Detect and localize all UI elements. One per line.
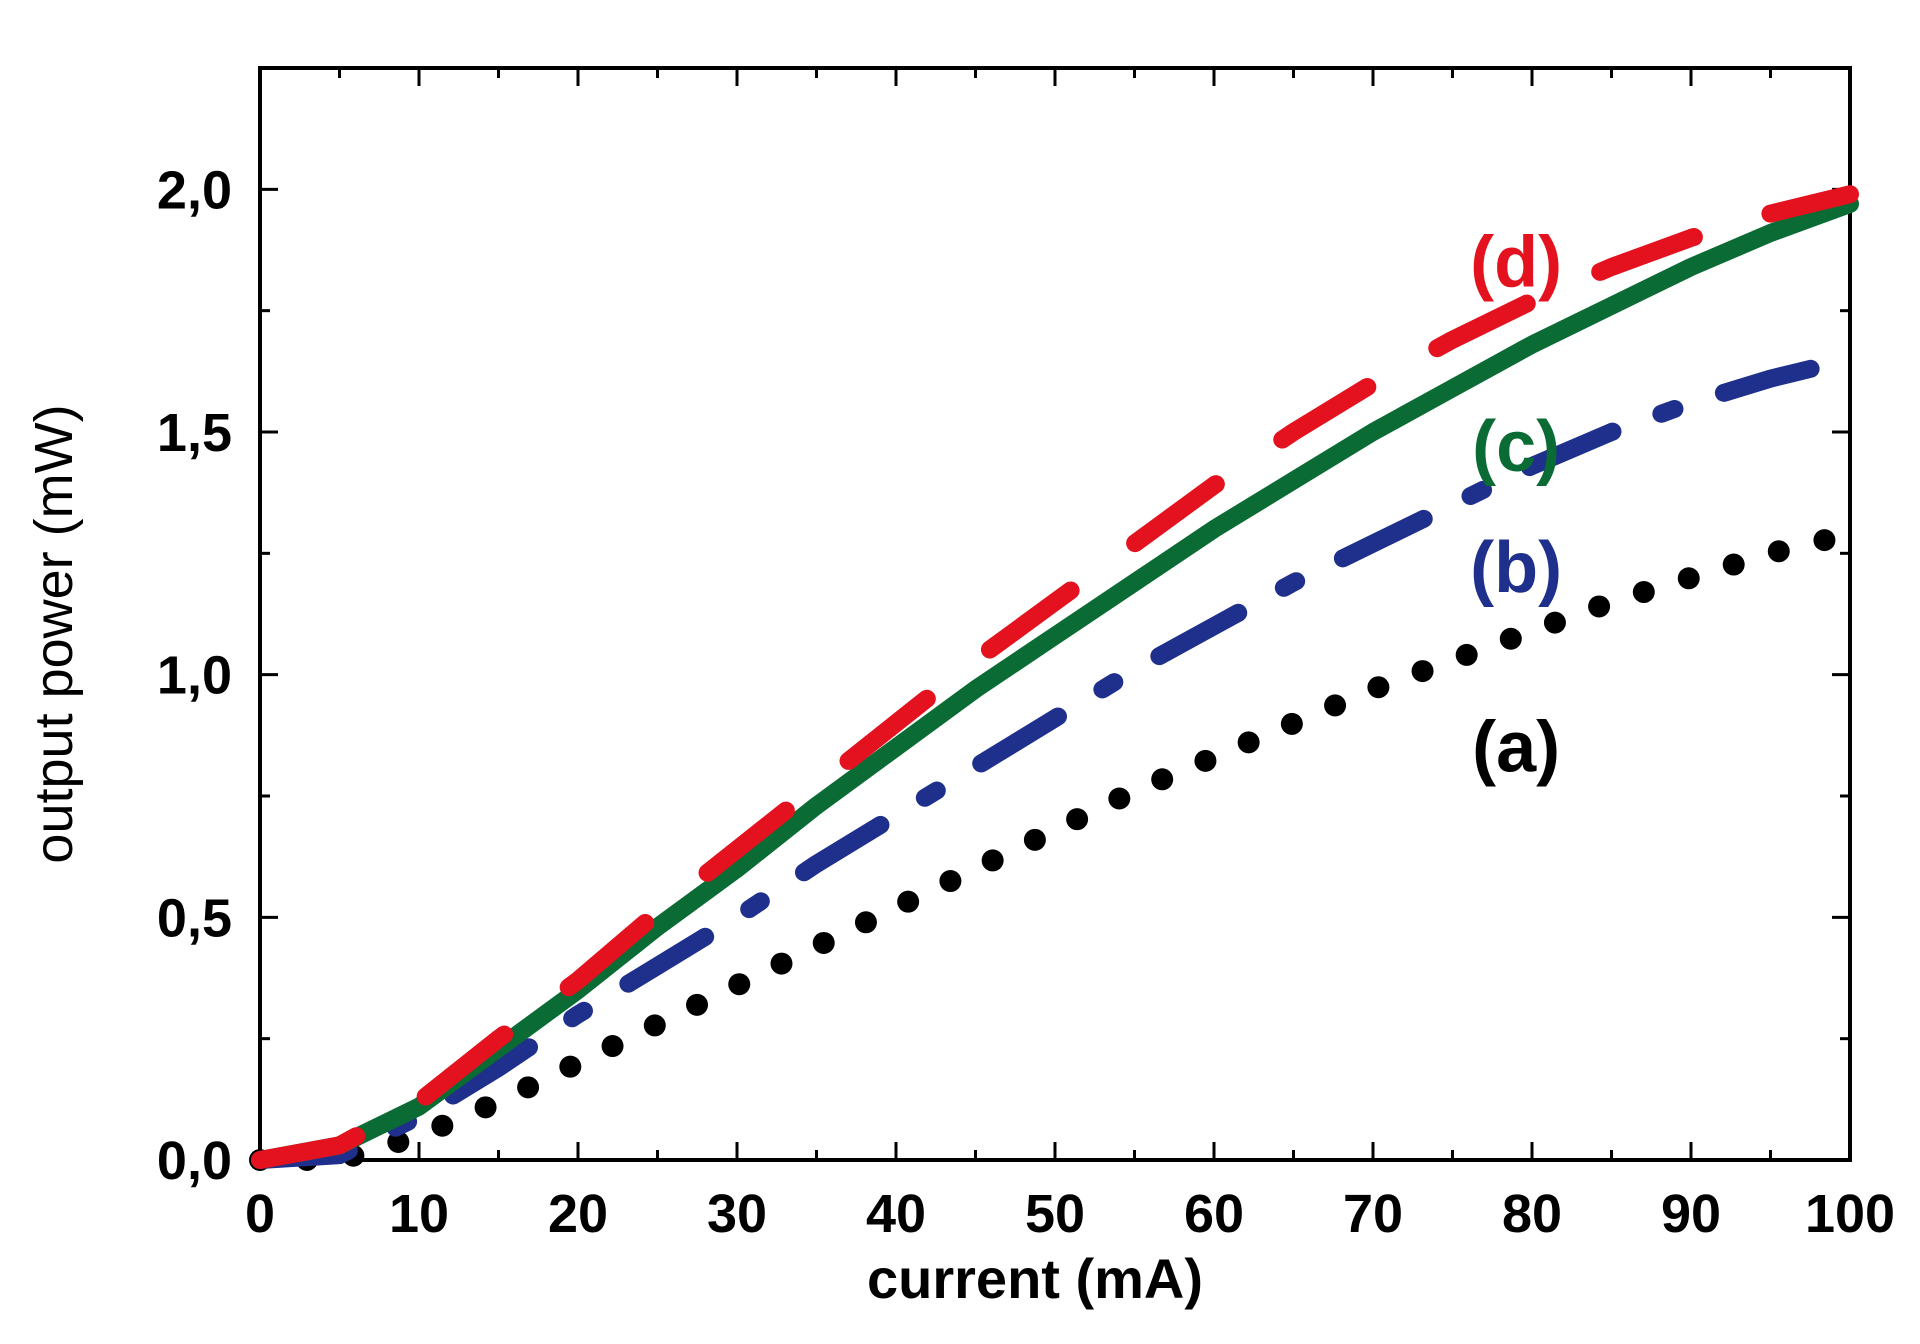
x-tick-label: 0 [245,1184,275,1244]
x-axis-label: current (mA) [867,1247,1203,1310]
x-tick-label: 100 [1805,1184,1895,1244]
plot-area [249,185,1861,1171]
series-line-c [251,194,1859,1169]
series-line-a [249,522,1861,1171]
x-tick-label: 50 [1025,1184,1085,1244]
x-tick-label: 60 [1184,1184,1244,1244]
x-tick-label: 90 [1661,1184,1721,1244]
x-tick-label: 70 [1343,1184,1403,1244]
plot-frame [258,66,1852,1162]
y-tick-label: 1,5 [157,403,232,463]
series-line-b [251,350,1859,1169]
y-axis-label: output power (mW) [24,404,84,863]
series-line-d [251,185,1859,1169]
y-tick-label: 0,5 [157,888,232,948]
x-tick-label: 20 [548,1184,608,1244]
y-tick-label: 2,0 [157,160,232,220]
y-tick-label: 0,0 [157,1131,232,1191]
chart-labels: (a) (b) (c) (d) [1470,222,1562,787]
series-label-a: (a) [1472,708,1560,788]
x-tick-label: 80 [1502,1184,1562,1244]
y-tick-label: 1,0 [157,646,232,706]
series-label-d: (d) [1470,222,1562,302]
series-label-c: (c) [1472,407,1560,487]
x-tick-label: 30 [707,1184,767,1244]
x-tick-label: 40 [866,1184,926,1244]
series-label-b: (b) [1470,528,1562,608]
axes: 0 10 20 30 40 50 60 70 80 90 100 0,0 0,5 1,0 1,5 2,0 [157,66,1895,1244]
x-tick-label: 10 [389,1184,449,1244]
